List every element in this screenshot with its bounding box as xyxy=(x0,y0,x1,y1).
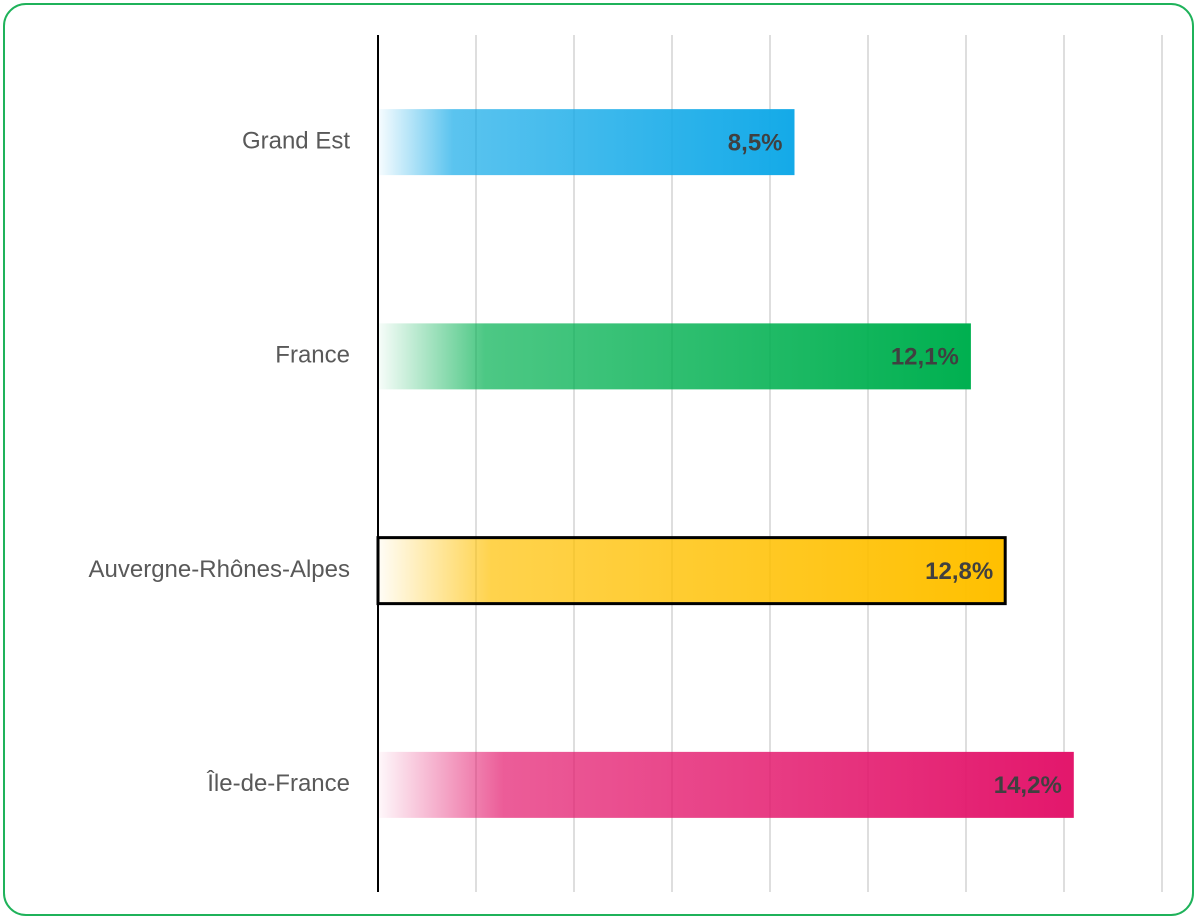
value-label: 8,5% xyxy=(728,129,783,156)
value-label: 12,8% xyxy=(925,558,993,585)
bar xyxy=(378,751,1074,818)
bar xyxy=(376,536,1007,606)
chart-frame xyxy=(3,3,1194,916)
category-label: Grand Est xyxy=(242,127,350,154)
value-label: 14,2% xyxy=(994,772,1062,799)
category-label: Auvergne-Rhônes-Alpes xyxy=(89,556,350,583)
category-label: Île-de-France xyxy=(206,770,350,797)
category-label: France xyxy=(275,342,350,369)
bar xyxy=(378,109,795,176)
value-label: 12,1% xyxy=(891,344,959,371)
bar xyxy=(378,323,971,390)
